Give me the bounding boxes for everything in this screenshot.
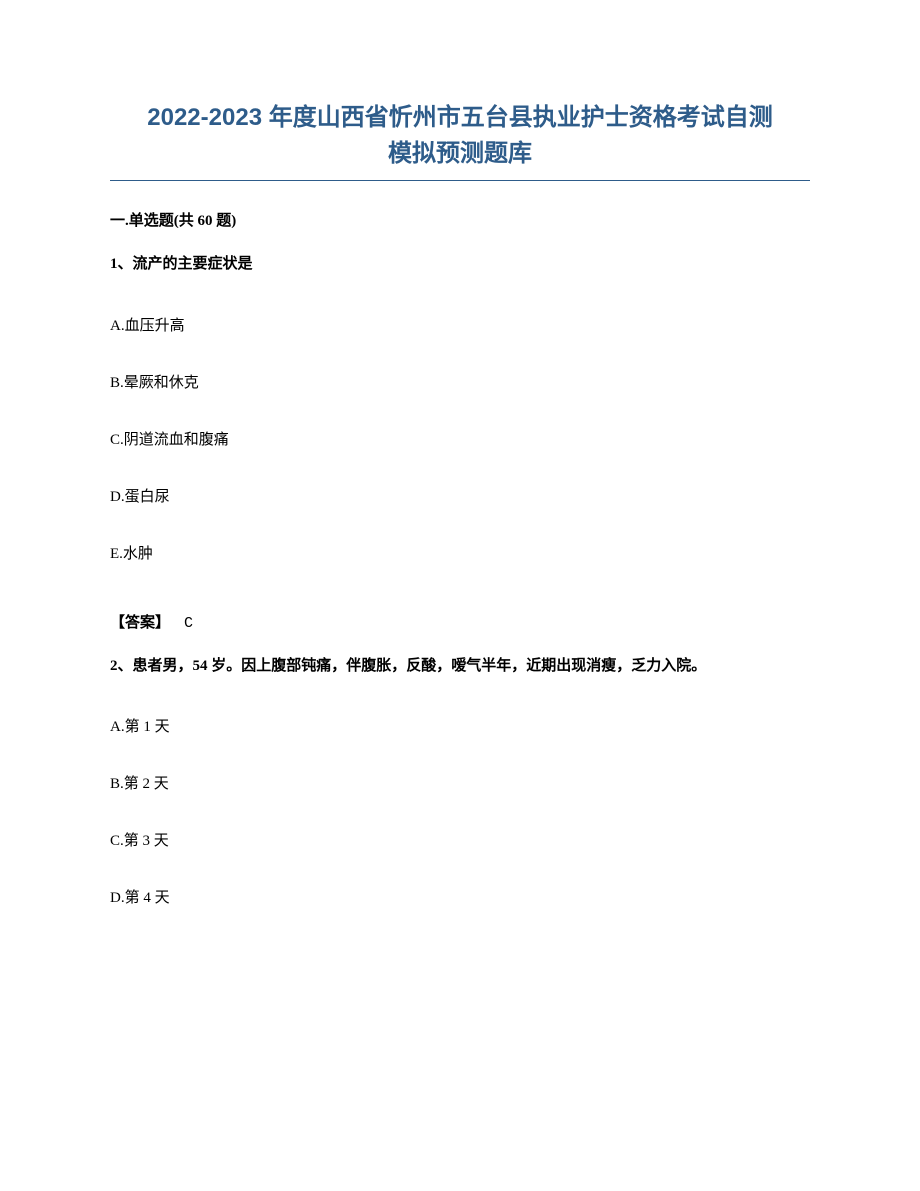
- question-1-option-e: E.水肿: [110, 542, 810, 563]
- question-2-option-a: A.第 1 天: [110, 715, 810, 736]
- answer-letter: C: [184, 615, 193, 632]
- question-2-option-b: B.第 2 天: [110, 772, 810, 793]
- question-1-option-b: B.晕厥和休克: [110, 371, 810, 392]
- title-underline: [110, 180, 810, 181]
- section-header: 一.单选题(共 60 题): [110, 209, 810, 230]
- question-2-stem: 2、患者男，54 岁。因上腹部钝痛，伴腹胀，反酸，嗳气半年，近期出现消瘦，乏力入…: [110, 654, 810, 680]
- title-line-1: 2022-2023 年度山西省忻州市五台县执业护士资格考试自测: [110, 100, 810, 136]
- answer-label: 【答案】: [110, 615, 170, 631]
- title-line-2: 模拟预测题库: [110, 136, 810, 172]
- question-1-option-a: A.血压升高: [110, 314, 810, 335]
- document-title-block: 2022-2023 年度山西省忻州市五台县执业护士资格考试自测 模拟预测题库: [110, 100, 810, 172]
- question-1-option-c: C.阴道流血和腹痛: [110, 428, 810, 449]
- question-1-answer: 【答案】 C: [110, 611, 810, 632]
- question-1-option-d: D.蛋白尿: [110, 485, 810, 506]
- question-2-option-d: D.第 4 天: [110, 886, 810, 907]
- question-2-option-c: C.第 3 天: [110, 829, 810, 850]
- question-1-stem: 1、流产的主要症状是: [110, 252, 810, 278]
